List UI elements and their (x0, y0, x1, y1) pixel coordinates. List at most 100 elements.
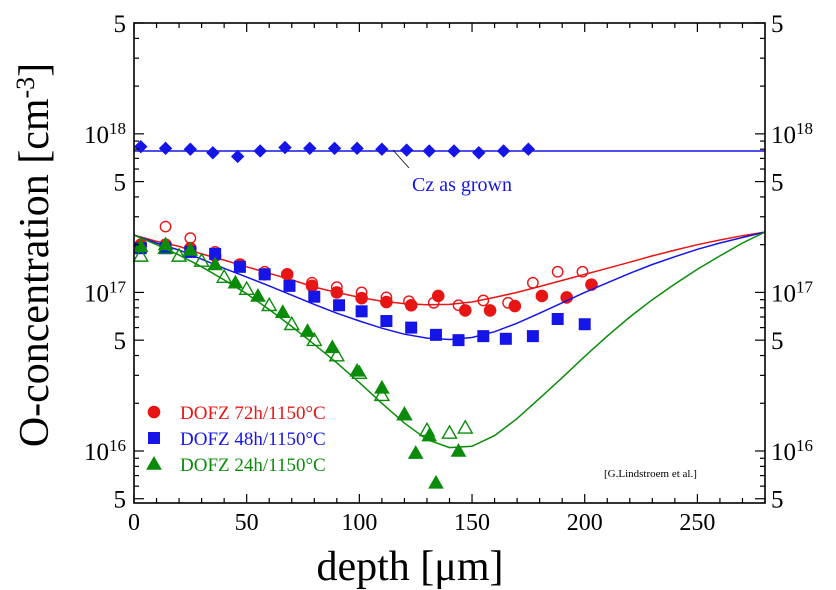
data-point-open (502, 296, 514, 309)
data-point (355, 305, 368, 318)
data-point (327, 141, 342, 156)
y-tick-label-left: 5 (114, 328, 127, 355)
data-point (283, 279, 296, 292)
y-tick-label-left: 5 (114, 170, 127, 197)
data-point-filled (299, 323, 316, 337)
data-point-open (396, 406, 413, 421)
data-point-filled (407, 445, 424, 459)
data-point-open (418, 421, 436, 437)
y-tick-label-left: 1016 (84, 436, 126, 467)
series-fit-line (133, 231, 766, 341)
legend-marker (147, 405, 161, 419)
data-point-open (576, 265, 589, 278)
data-point (405, 321, 418, 334)
tick-labels: 0 50 100 150 200 250 5 5 1016 1016 5 5 1017 1017 5 5 101… (84, 11, 814, 536)
x-axis-label: depth [μm] (317, 544, 504, 590)
data-point-open (306, 276, 318, 289)
data-point (158, 141, 173, 156)
y-tick-label-left: 5 (114, 487, 127, 514)
data-point (233, 260, 246, 273)
data-point-open (403, 295, 415, 308)
data-point (350, 141, 364, 156)
x-tick-label: 150 (454, 510, 490, 536)
data-point (422, 144, 436, 158)
data-point-filled (207, 256, 223, 271)
data-point (206, 146, 220, 160)
data-point (253, 144, 267, 158)
y-tick-label-right: 1018 (771, 118, 813, 149)
data-point (578, 318, 591, 331)
x-tick-label: 100 (341, 510, 377, 536)
data-point-open (193, 252, 210, 267)
legend: DOFZ 72h/1150°C DOFZ 48h/1150°C DOFZ 24h/1… (146, 403, 326, 476)
data-point (380, 315, 393, 328)
data-point-filled (428, 474, 444, 489)
data-point (333, 299, 346, 312)
data-point (375, 142, 389, 156)
legend-label: DOFZ 72h/1150°C (180, 403, 326, 424)
data-point (429, 328, 442, 341)
data-point (447, 144, 461, 158)
series-3 (132, 231, 766, 489)
data-point (521, 142, 536, 156)
data-point-open (306, 331, 323, 347)
data-point-open (261, 296, 278, 312)
data-point-open (330, 281, 343, 294)
y-tick-label-left: 5 (114, 11, 127, 38)
data-point-filled (450, 442, 467, 457)
data-point-open (452, 299, 465, 312)
data-point-filled (132, 238, 149, 253)
data-point (472, 146, 486, 160)
cz-annotation-pointer (392, 149, 410, 169)
y-tick-label-right: 5 (771, 170, 784, 197)
y-tick-label-right: 1016 (771, 436, 813, 467)
data-point-filled (182, 242, 199, 256)
data-point-open (355, 286, 368, 299)
data-point-open (159, 220, 172, 233)
y-tick-label-right: 5 (771, 487, 784, 514)
data-point-filled (483, 304, 497, 317)
data-point (303, 141, 317, 156)
data-point (183, 142, 198, 156)
y-axis-label: O-concentration [cm-3] (11, 63, 59, 447)
series-fit-line (133, 231, 766, 449)
data-point-filled (227, 274, 244, 289)
data-point-open (526, 276, 539, 289)
data-point (499, 332, 512, 345)
data-point-open (283, 315, 300, 331)
y-tick-label-left: 1017 (84, 277, 127, 308)
data-point (258, 268, 271, 281)
credit-text: [G.Lindstroem et al.] (604, 468, 697, 480)
y-tick-label-right: 1017 (771, 277, 814, 308)
data-point-filled (535, 289, 549, 303)
data-point-open (380, 291, 393, 304)
data-point-filled (280, 268, 294, 281)
data-point-open (238, 280, 255, 296)
data-point (452, 334, 465, 347)
data-point-open (373, 386, 391, 402)
data-point-open (328, 347, 346, 362)
data-point (496, 144, 511, 158)
y-tick-label-right: 5 (771, 328, 784, 355)
plot-area (132, 139, 766, 489)
legend-marker (146, 455, 162, 470)
y-tick-label-left: 1018 (84, 118, 126, 149)
data-point-filled (250, 287, 266, 302)
data-point-filled (274, 304, 291, 318)
x-tick-label: 250 (679, 510, 715, 536)
cz-annotation: Cz as grown (412, 174, 512, 196)
data-point-open (441, 424, 458, 439)
data-point (399, 143, 414, 157)
axis-ticks (133, 22, 766, 503)
data-point-open (551, 265, 564, 278)
data-point-open (351, 364, 368, 380)
data-point (278, 140, 292, 155)
data-point-open (477, 294, 490, 307)
data-point (477, 330, 490, 343)
data-point-open (157, 239, 174, 255)
data-point (526, 330, 539, 343)
data-point (230, 149, 245, 164)
data-point-open (427, 296, 440, 309)
